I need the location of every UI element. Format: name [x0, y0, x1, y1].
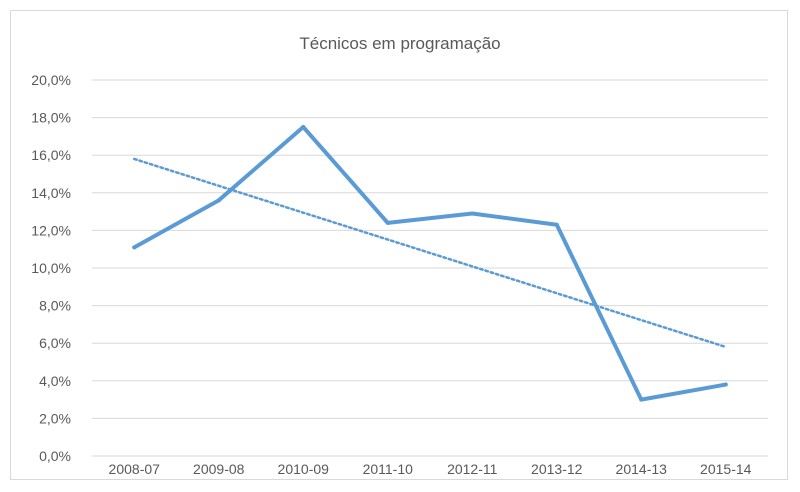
- chart-title: Técnicos em programação: [299, 34, 500, 53]
- data-point: [216, 198, 221, 203]
- data-point: [554, 222, 559, 227]
- series-layer: [132, 125, 728, 402]
- y-tick-label: 6,0%: [39, 335, 71, 351]
- y-tick-label: 4,0%: [39, 373, 71, 389]
- y-tick-label: 0,0%: [39, 448, 71, 464]
- y-tick-label: 14,0%: [31, 185, 71, 201]
- data-point: [639, 397, 644, 402]
- y-tick-label: 12,0%: [31, 222, 71, 238]
- gridlines: [92, 79, 768, 457]
- y-tick-label: 18,0%: [31, 110, 71, 126]
- trendline: [133, 157, 727, 349]
- x-tick-label: 2013-12: [531, 461, 583, 477]
- x-tick-label: 2009-08: [193, 461, 245, 477]
- x-tick-label: 2015-14: [700, 461, 752, 477]
- data-point: [385, 220, 390, 225]
- data-point: [301, 125, 306, 129]
- series-line: [132, 125, 728, 402]
- x-tick-label: 2008-07: [109, 461, 161, 477]
- y-tick-label: 8,0%: [39, 298, 71, 314]
- data-point: [132, 245, 137, 250]
- y-tick-label: 2,0%: [39, 410, 71, 426]
- x-tick-label: 2014-13: [616, 461, 668, 477]
- y-tick-label: 16,0%: [31, 147, 71, 163]
- data-point: [470, 211, 475, 216]
- x-tick-label: 2011-10: [363, 461, 414, 477]
- y-axis-labels: 0,0% 2,0% 4,0% 6,0% 8,0% 10,0% 12,0% 14,0% 16,0%…: [31, 72, 71, 464]
- data-point: [723, 382, 728, 387]
- x-tick-label: 2012-11: [447, 461, 498, 477]
- x-axis-labels: 2008-07 2009-08 2010-09 2011-10 2012-11 2013-…: [109, 461, 752, 477]
- trendline-layer: [133, 157, 727, 349]
- y-tick-label: 20,0%: [31, 72, 71, 88]
- x-tick-label: 2010-09: [278, 461, 330, 477]
- y-tick-label: 10,0%: [31, 260, 71, 276]
